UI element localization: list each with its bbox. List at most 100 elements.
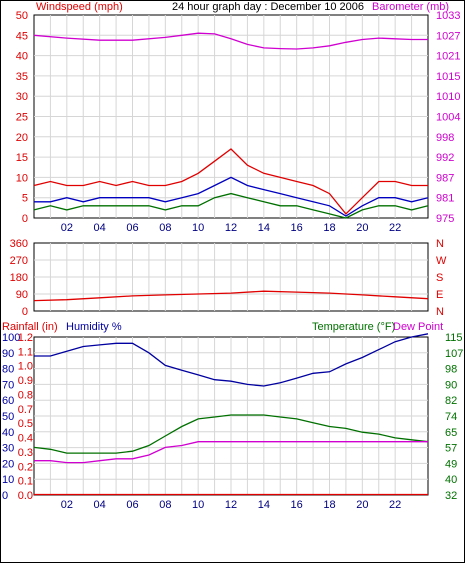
barometer-y-tick: 1004 [436, 112, 460, 124]
rainfall-y-tick: 0.7 [18, 404, 33, 416]
climate-x-tick: 16 [291, 499, 303, 511]
humidity-axis-label: Humidity % [66, 321, 122, 333]
direction-compass-tick: S [436, 272, 443, 284]
direction-compass-tick: N [436, 306, 444, 318]
climate-x-tick: 12 [225, 499, 237, 511]
barometer-y-tick: 1010 [436, 91, 460, 103]
temperature-axis-label: Temperature (°F) [312, 321, 395, 333]
temperature-y-tick: 98 [445, 364, 457, 376]
wind-direction-line [33, 290, 429, 302]
climate-x-tick: 18 [323, 499, 335, 511]
dewpoint-axis-label: Dew Point [393, 321, 443, 333]
wind-y-tick: 0 [22, 213, 28, 225]
barometer-y-tick: 992 [436, 152, 454, 164]
temperature-line [33, 414, 429, 454]
barometer-y-tick: 981 [436, 193, 454, 205]
temperature-y-tick: 40 [445, 474, 457, 486]
climate-x-tick: 02 [61, 499, 73, 511]
wind-x-tick: 08 [159, 222, 171, 234]
wind-y-tick: 5 [22, 193, 28, 205]
wind-y-tick: 40 [16, 51, 28, 63]
wind-y-tick: 15 [16, 152, 28, 164]
barometer-y-tick: 1021 [436, 51, 460, 63]
direction-compass-tick: N [436, 238, 444, 250]
direction-y-tick: 360 [10, 238, 28, 250]
humidity-y-tick: 40 [2, 427, 14, 439]
rainfall-y-tick: 0.9 [18, 375, 33, 387]
wind-x-tick: 02 [61, 222, 73, 234]
temperature-y-tick: 107 [445, 348, 463, 360]
humidity-y-tick: 60 [2, 395, 14, 407]
climate-x-tick: 06 [126, 499, 138, 511]
humidity-y-tick: 30 [2, 443, 14, 455]
rainfall-y-tick: 1.1 [18, 346, 33, 358]
direction-y-tick: 0 [22, 306, 28, 318]
barometer-y-tick: 975 [436, 213, 454, 225]
temperature-y-tick: 65 [445, 427, 457, 439]
wind-x-tick: 12 [225, 222, 237, 234]
wind-x-tick: 20 [356, 222, 368, 234]
humidity-y-tick: 90 [2, 348, 14, 360]
wind-x-tick: 22 [389, 222, 401, 234]
dew-point-line [34, 441, 428, 464]
wind-x-tick: 10 [192, 222, 204, 234]
humidity-y-tick: 20 [2, 458, 14, 470]
temperature-y-tick: 49 [445, 458, 457, 470]
temperature-y-tick: 115 [445, 332, 463, 344]
rainfall-y-tick: 0.5 [18, 418, 33, 430]
climate-x-tick: 14 [258, 499, 270, 511]
rainfall-axis-label: Rainfall (in) [2, 321, 58, 333]
barometer-y-tick: 1027 [436, 30, 460, 42]
wind-left-axis-label: Windspeed (mph) [36, 1, 123, 13]
direction-y-tick: 90 [16, 289, 28, 301]
barometer-y-tick: 1015 [436, 71, 460, 83]
climate-x-tick: 22 [389, 499, 401, 511]
temperature-y-tick: 57 [445, 443, 457, 455]
rainfall-y-tick: 0.1 [18, 476, 33, 488]
temperature-y-tick: 32 [445, 490, 457, 502]
direction-y-tick: 180 [10, 272, 28, 284]
wind-gust-line [33, 148, 428, 215]
humidity-y-tick: 0 [2, 490, 8, 502]
rainfall-y-tick: 0.8 [18, 389, 33, 401]
humidity-y-tick: 100 [2, 332, 20, 344]
wind-x-tick: 06 [126, 222, 138, 234]
rainfall-y-tick: 0.2 [18, 461, 33, 473]
rainfall-y-tick: 0.4 [18, 433, 33, 445]
wind-y-tick: 10 [16, 172, 28, 184]
wind-y-tick: 30 [16, 91, 28, 103]
humidity-y-tick: 80 [2, 364, 14, 376]
direction-y-tick: 270 [10, 255, 28, 267]
wind-y-tick: 25 [16, 112, 28, 124]
barometer-y-tick: 998 [436, 132, 454, 144]
wind-lull-line [33, 192, 429, 219]
wind-x-tick: 16 [291, 222, 303, 234]
rainfall-y-tick: 0.3 [18, 447, 33, 459]
humidity-y-tick: 10 [2, 474, 14, 486]
barometer-line [33, 32, 428, 50]
rainfall-y-tick: 1.0 [18, 361, 33, 373]
rainfall-y-tick: 1.2 [18, 332, 33, 344]
wind-x-tick: 18 [323, 222, 335, 234]
wind-x-tick: 14 [258, 222, 270, 234]
humidity-y-tick: 70 [2, 379, 14, 391]
rainfall-y-tick: 0.0 [18, 490, 33, 502]
temperature-y-tick: 74 [445, 411, 457, 423]
climate-x-tick: 10 [192, 499, 204, 511]
chart-title: 24 hour graph day : December 10 2006 [172, 1, 364, 13]
barometer-y-tick: 987 [436, 172, 454, 184]
direction-compass-tick: E [436, 289, 443, 301]
temperature-y-tick: 82 [445, 395, 457, 407]
wind-y-tick: 45 [16, 30, 28, 42]
wind-x-tick: 04 [94, 222, 106, 234]
average-wind-line [34, 176, 429, 217]
humidity-line [34, 333, 429, 387]
wind-y-tick: 50 [16, 10, 28, 22]
wind-y-tick: 20 [16, 132, 28, 144]
wind-y-tick: 35 [16, 71, 28, 83]
climate-x-tick: 20 [356, 499, 368, 511]
direction-compass-tick: W [436, 255, 447, 267]
climate-x-tick: 04 [94, 499, 106, 511]
humidity-y-tick: 50 [2, 411, 14, 423]
